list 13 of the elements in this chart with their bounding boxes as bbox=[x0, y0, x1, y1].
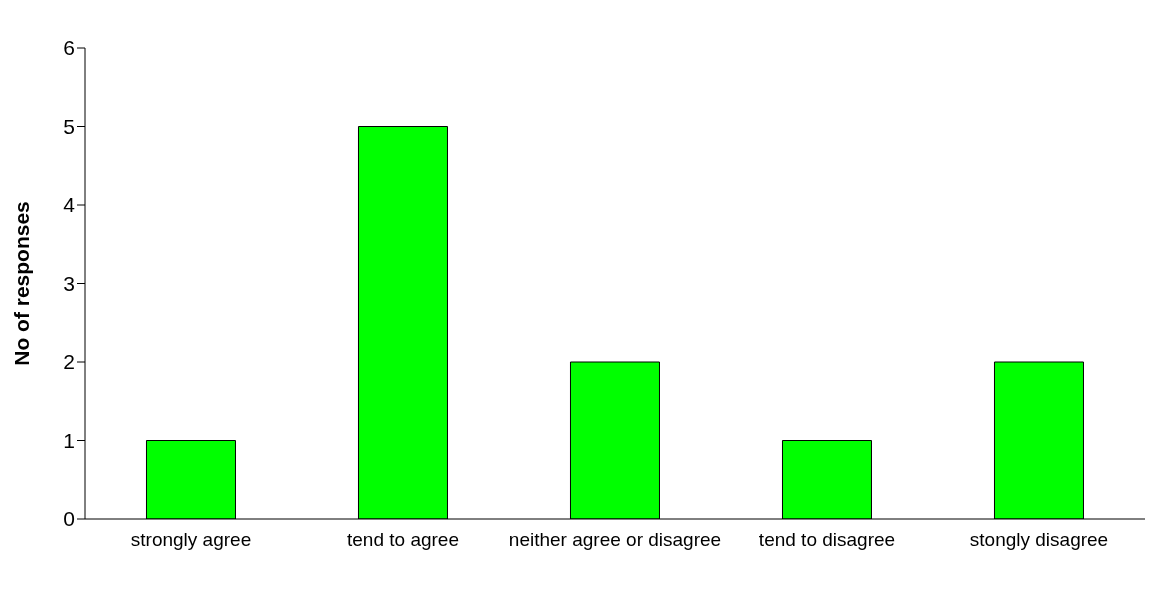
y-tick-label: 1 bbox=[63, 428, 75, 452]
x-tick-label: strongly agree bbox=[130, 529, 252, 551]
x-tick-label: stongly disagree bbox=[969, 529, 1109, 551]
x-tick-label: neither agree or disagree bbox=[508, 529, 722, 551]
y-tick-label: 2 bbox=[63, 350, 75, 374]
y-tick-label: 4 bbox=[63, 193, 76, 217]
y-tick-label: 5 bbox=[63, 114, 75, 138]
y-axis-title: No of responses bbox=[10, 201, 34, 366]
y-tick-label: 6 bbox=[63, 36, 75, 60]
y-tick-label: 3 bbox=[63, 271, 75, 295]
x-tick-label: tend to disagree bbox=[758, 529, 896, 551]
y-tick-label: 0 bbox=[63, 507, 75, 531]
x-tick-label: tend to agree bbox=[347, 529, 459, 551]
